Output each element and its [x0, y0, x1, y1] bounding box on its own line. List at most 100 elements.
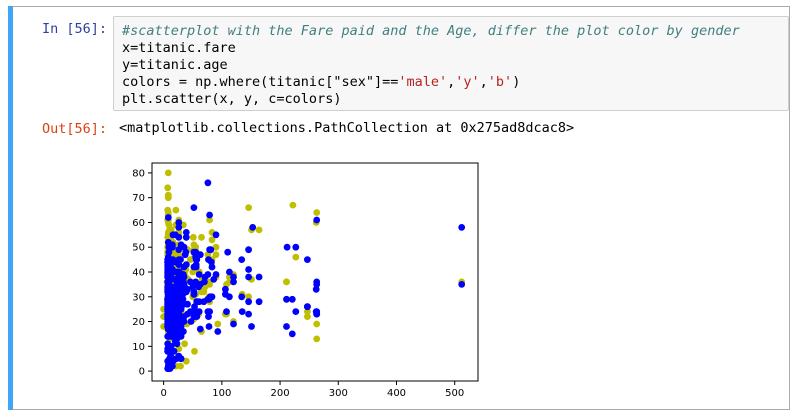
output-text: <matplotlib.collections.PathCollection a… [119, 120, 575, 136]
scatter-point-female [195, 271, 203, 278]
scatter-point-male [304, 308, 311, 315]
scatter-point-female [224, 248, 232, 256]
scatter-point-female [208, 293, 216, 301]
scatter-point-female [222, 285, 229, 293]
scatter-point-male [198, 233, 205, 241]
scatter-point-female [230, 273, 237, 281]
scatter-point-female [175, 219, 183, 226]
x-tick-label: 200 [271, 388, 290, 399]
scatter-point-female [195, 298, 203, 306]
scatter-point-male [313, 209, 321, 216]
scatter-point-female [312, 308, 320, 315]
code-token: , [479, 74, 488, 90]
scatter-point-female [292, 308, 300, 315]
scatter-point-female [212, 231, 220, 239]
scatter-point-male [177, 362, 184, 370]
scatter-point-female [226, 293, 233, 301]
scatter-point-female [164, 266, 172, 273]
points-layer [160, 169, 466, 372]
scatter-point-female [174, 290, 181, 298]
scatter-point-female [249, 224, 257, 231]
scatter-point-female [245, 273, 253, 281]
code-editor[interactable]: #scatterplot with the Fare paid and the … [113, 16, 789, 111]
scatter-point-male [191, 347, 198, 355]
scatter-point-female [208, 258, 215, 266]
code-token: colors = np.where(titanic["sex"]== [122, 74, 399, 90]
scatter-point-female [292, 243, 300, 251]
code-token: , [447, 74, 456, 90]
scatter-point-female [164, 345, 172, 353]
scatter-point-male [214, 320, 222, 328]
scatter-point-female [206, 211, 213, 219]
y-tick-label: 80 [132, 168, 145, 179]
scatter-point-female [304, 256, 311, 263]
scatter-point-male [182, 357, 190, 365]
output-prompt: Out[56]: [41, 121, 107, 137]
scatter-point-male [208, 236, 216, 244]
scatter-point-female [230, 320, 237, 328]
scatter-point-male [206, 216, 213, 224]
scatter-point-female [175, 261, 183, 268]
scatter-point-female [191, 303, 198, 311]
scatter-point-female [313, 278, 321, 286]
scatter-point-female [245, 310, 253, 318]
y-tick-label: 10 [132, 342, 145, 353]
scatter-point-male [164, 194, 172, 202]
scatter-point-female [177, 278, 184, 286]
code-line-comment: #scatterplot with the Fare paid and the … [122, 23, 740, 39]
scatter-point-female [164, 273, 172, 281]
scatter-point-female [204, 271, 212, 278]
scatter-point-male [245, 293, 253, 301]
scatter-point-female [191, 313, 198, 320]
scatter-point-male [313, 320, 321, 328]
scatter-point-male [283, 278, 290, 286]
scatter-point-male [166, 226, 173, 234]
y-tick-label: 70 [132, 193, 145, 204]
scatter-point-female [175, 320, 183, 328]
scatter-point-female [205, 323, 213, 330]
scatter-point-female [312, 285, 320, 293]
scatter-point-male [172, 206, 180, 214]
scatter-point-male [292, 253, 300, 261]
notebook-cell[interactable]: In [56]: #scatterplot with the Fare paid… [8, 6, 790, 410]
string-token: 'male' [398, 74, 448, 90]
scatter-point-female [204, 179, 212, 187]
scatter-point-male [313, 335, 321, 343]
scatter-point-female [166, 365, 174, 372]
scatter-point-female [177, 303, 185, 311]
scatter-point-female [177, 241, 185, 249]
scatter-point-female [283, 323, 290, 330]
scatter-point-female [255, 273, 263, 281]
scatter-point-male [189, 233, 197, 241]
scatter-point-female [190, 290, 198, 298]
scatter-point-female [238, 256, 246, 263]
scatter-point-male [289, 201, 297, 209]
scatter-point-female [189, 283, 197, 291]
scatter-point-female [458, 281, 466, 288]
scatter-point-male [164, 169, 172, 177]
scatter-point-female [169, 355, 176, 363]
scatter-point-female [164, 256, 172, 263]
scatter-point-female [173, 340, 181, 348]
y-tick-label: 20 [132, 317, 145, 328]
scatter-point-female [458, 224, 466, 231]
scatter-point-female [248, 323, 255, 330]
scatter-point-female [190, 248, 198, 256]
scatter-point-female [195, 283, 202, 291]
y-tick-label: 0 [139, 367, 145, 378]
code-line-y: y=titanic.age [122, 57, 228, 73]
scatter-point-female [164, 305, 172, 313]
scatter-point-female [169, 320, 176, 328]
scatter-point-female [168, 328, 176, 335]
scatter-point-female [164, 310, 172, 318]
scatter-point-female [206, 246, 213, 254]
scatter-point-male [164, 184, 172, 192]
scatter-point-female [192, 278, 200, 286]
scatter-point-female [182, 229, 190, 236]
scatter-point-male [245, 204, 253, 211]
input-prompt: In [56]: [41, 21, 107, 37]
y-tick-label: 40 [132, 268, 145, 279]
scatter-point-female [187, 318, 195, 325]
scatter-point-female [210, 276, 218, 283]
scatter-point-female [180, 273, 188, 281]
